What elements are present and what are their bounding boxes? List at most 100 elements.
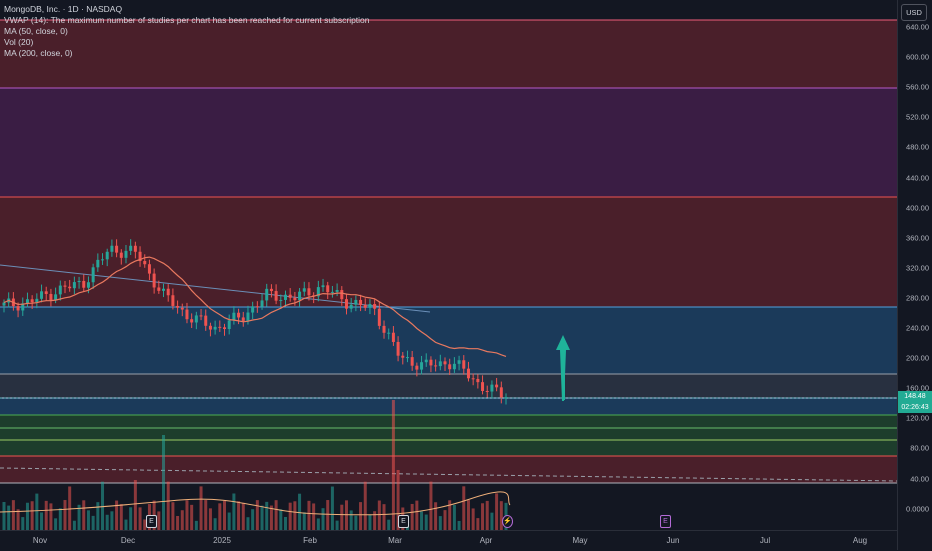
- candle-body: [199, 315, 203, 317]
- candle-body: [274, 291, 278, 301]
- volume-indicator-label[interactable]: Vol (20): [4, 37, 34, 47]
- volume-bar: [21, 517, 25, 530]
- candle-body: [448, 364, 452, 370]
- candle-body: [166, 288, 170, 296]
- volume-bar: [129, 507, 133, 530]
- volume-bar: [359, 502, 363, 530]
- dividend-event-icon[interactable]: ⚡: [502, 515, 513, 528]
- candle-body: [466, 368, 470, 379]
- volume-bar: [35, 493, 39, 530]
- volume-bar: [434, 502, 438, 530]
- candle-body: [293, 297, 297, 301]
- volume-bar: [40, 512, 44, 530]
- volume-bar: [223, 500, 227, 530]
- candle-body: [72, 282, 76, 289]
- candle-body: [359, 299, 363, 305]
- candle-body: [227, 320, 231, 330]
- price-zone: [0, 415, 897, 456]
- vwap-indicator-label[interactable]: VWAP (14): The maximum number of studies…: [4, 15, 370, 25]
- candle-body: [246, 312, 250, 321]
- earnings-event-icon[interactable]: E: [146, 515, 157, 528]
- candle-body: [223, 327, 227, 330]
- volume-bar: [101, 481, 105, 530]
- price-zone: [0, 456, 897, 483]
- volume-bar: [471, 508, 475, 530]
- candle-body: [35, 298, 39, 303]
- volume-bar: [185, 500, 189, 530]
- candle-body: [260, 300, 264, 307]
- volume-bar: [96, 502, 100, 530]
- chart-pane[interactable]: MongoDB, Inc. · 1D · NASDAQ VWAP (14): T…: [0, 0, 897, 530]
- volume-bar: [330, 486, 334, 530]
- candle-body: [434, 365, 438, 367]
- price-tick-label: 320.00: [906, 263, 929, 273]
- volume-bar: [105, 514, 109, 530]
- volume-bar: [457, 520, 461, 530]
- candle-body: [368, 304, 372, 308]
- candle-body: [162, 288, 166, 291]
- candle-body: [115, 245, 119, 253]
- price-tick-label: 520.00: [906, 112, 929, 122]
- price-tick-label: 480.00: [906, 142, 929, 152]
- earnings-event-icon[interactable]: E: [660, 515, 671, 528]
- time-axis[interactable]: Nov Dec 2025 Feb Mar Apr May Jun Jul Aug: [0, 530, 897, 551]
- chart-canvas[interactable]: [0, 0, 897, 530]
- volume-bar: [194, 520, 198, 530]
- candle-body: [213, 326, 217, 330]
- currency-button[interactable]: USD: [901, 4, 927, 21]
- candle-body: [401, 355, 405, 358]
- candle-body: [105, 251, 109, 260]
- chart-legend: MongoDB, Inc. · 1D · NASDAQ VWAP (14): T…: [4, 4, 370, 59]
- volume-bar: [77, 504, 81, 530]
- candle-body: [302, 288, 306, 292]
- candle-body: [415, 365, 419, 370]
- candle-body: [438, 361, 442, 367]
- time-tick-label: Nov: [32, 536, 48, 545]
- volume-bar: [110, 511, 114, 530]
- candle-body: [237, 312, 241, 318]
- time-tick-label: 2025: [213, 536, 231, 545]
- price-zone: [0, 307, 897, 374]
- price-tick-label: 120.00: [906, 413, 929, 423]
- candle-body: [147, 264, 151, 274]
- volume-bar: [269, 505, 273, 530]
- volume-bar: [354, 515, 358, 530]
- volume-bar: [420, 511, 424, 530]
- candle-body: [373, 304, 377, 309]
- price-zone: [0, 88, 897, 197]
- ma200-indicator-label[interactable]: MA (200, close, 0): [4, 48, 73, 58]
- volume-bar: [166, 481, 170, 530]
- volume-bar: [86, 510, 90, 530]
- volume-bar: [218, 503, 222, 530]
- candle-body: [133, 245, 137, 252]
- volume-bar: [119, 504, 123, 530]
- candle-body: [2, 302, 6, 306]
- volume-bar: [424, 514, 428, 530]
- candle-body: [49, 293, 53, 301]
- arrow-annotation-icon: [556, 335, 570, 401]
- price-axis[interactable]: 640.00 600.00 560.00 520.00 480.00 440.00 400.…: [897, 0, 932, 550]
- volume-bar: [246, 517, 250, 530]
- volume-bar: [302, 512, 306, 530]
- candle-body: [241, 317, 245, 321]
- symbol-title[interactable]: MongoDB, Inc. · 1D · NASDAQ: [4, 4, 123, 14]
- volume-bar: [481, 503, 485, 530]
- candle-body: [354, 299, 358, 305]
- earnings-event-icon[interactable]: E: [398, 515, 409, 528]
- candle-body: [190, 319, 194, 323]
- candle-body: [265, 288, 269, 301]
- volume-bar: [373, 511, 377, 530]
- candle-body: [232, 312, 236, 321]
- volume-bar: [283, 516, 287, 530]
- volume-bar: [443, 510, 447, 530]
- price-tick-label: 280.00: [906, 293, 929, 303]
- volume-bar: [495, 493, 499, 530]
- candle-body: [96, 259, 100, 268]
- volume-bar: [363, 481, 367, 530]
- price-tick-label: 80.00: [910, 443, 929, 453]
- volume-bar: [466, 500, 470, 530]
- volume-bar: [396, 470, 400, 530]
- candle-body: [363, 304, 367, 308]
- ma50-indicator-label[interactable]: MA (50, close, 0): [4, 26, 68, 36]
- volume-bar: [49, 503, 53, 530]
